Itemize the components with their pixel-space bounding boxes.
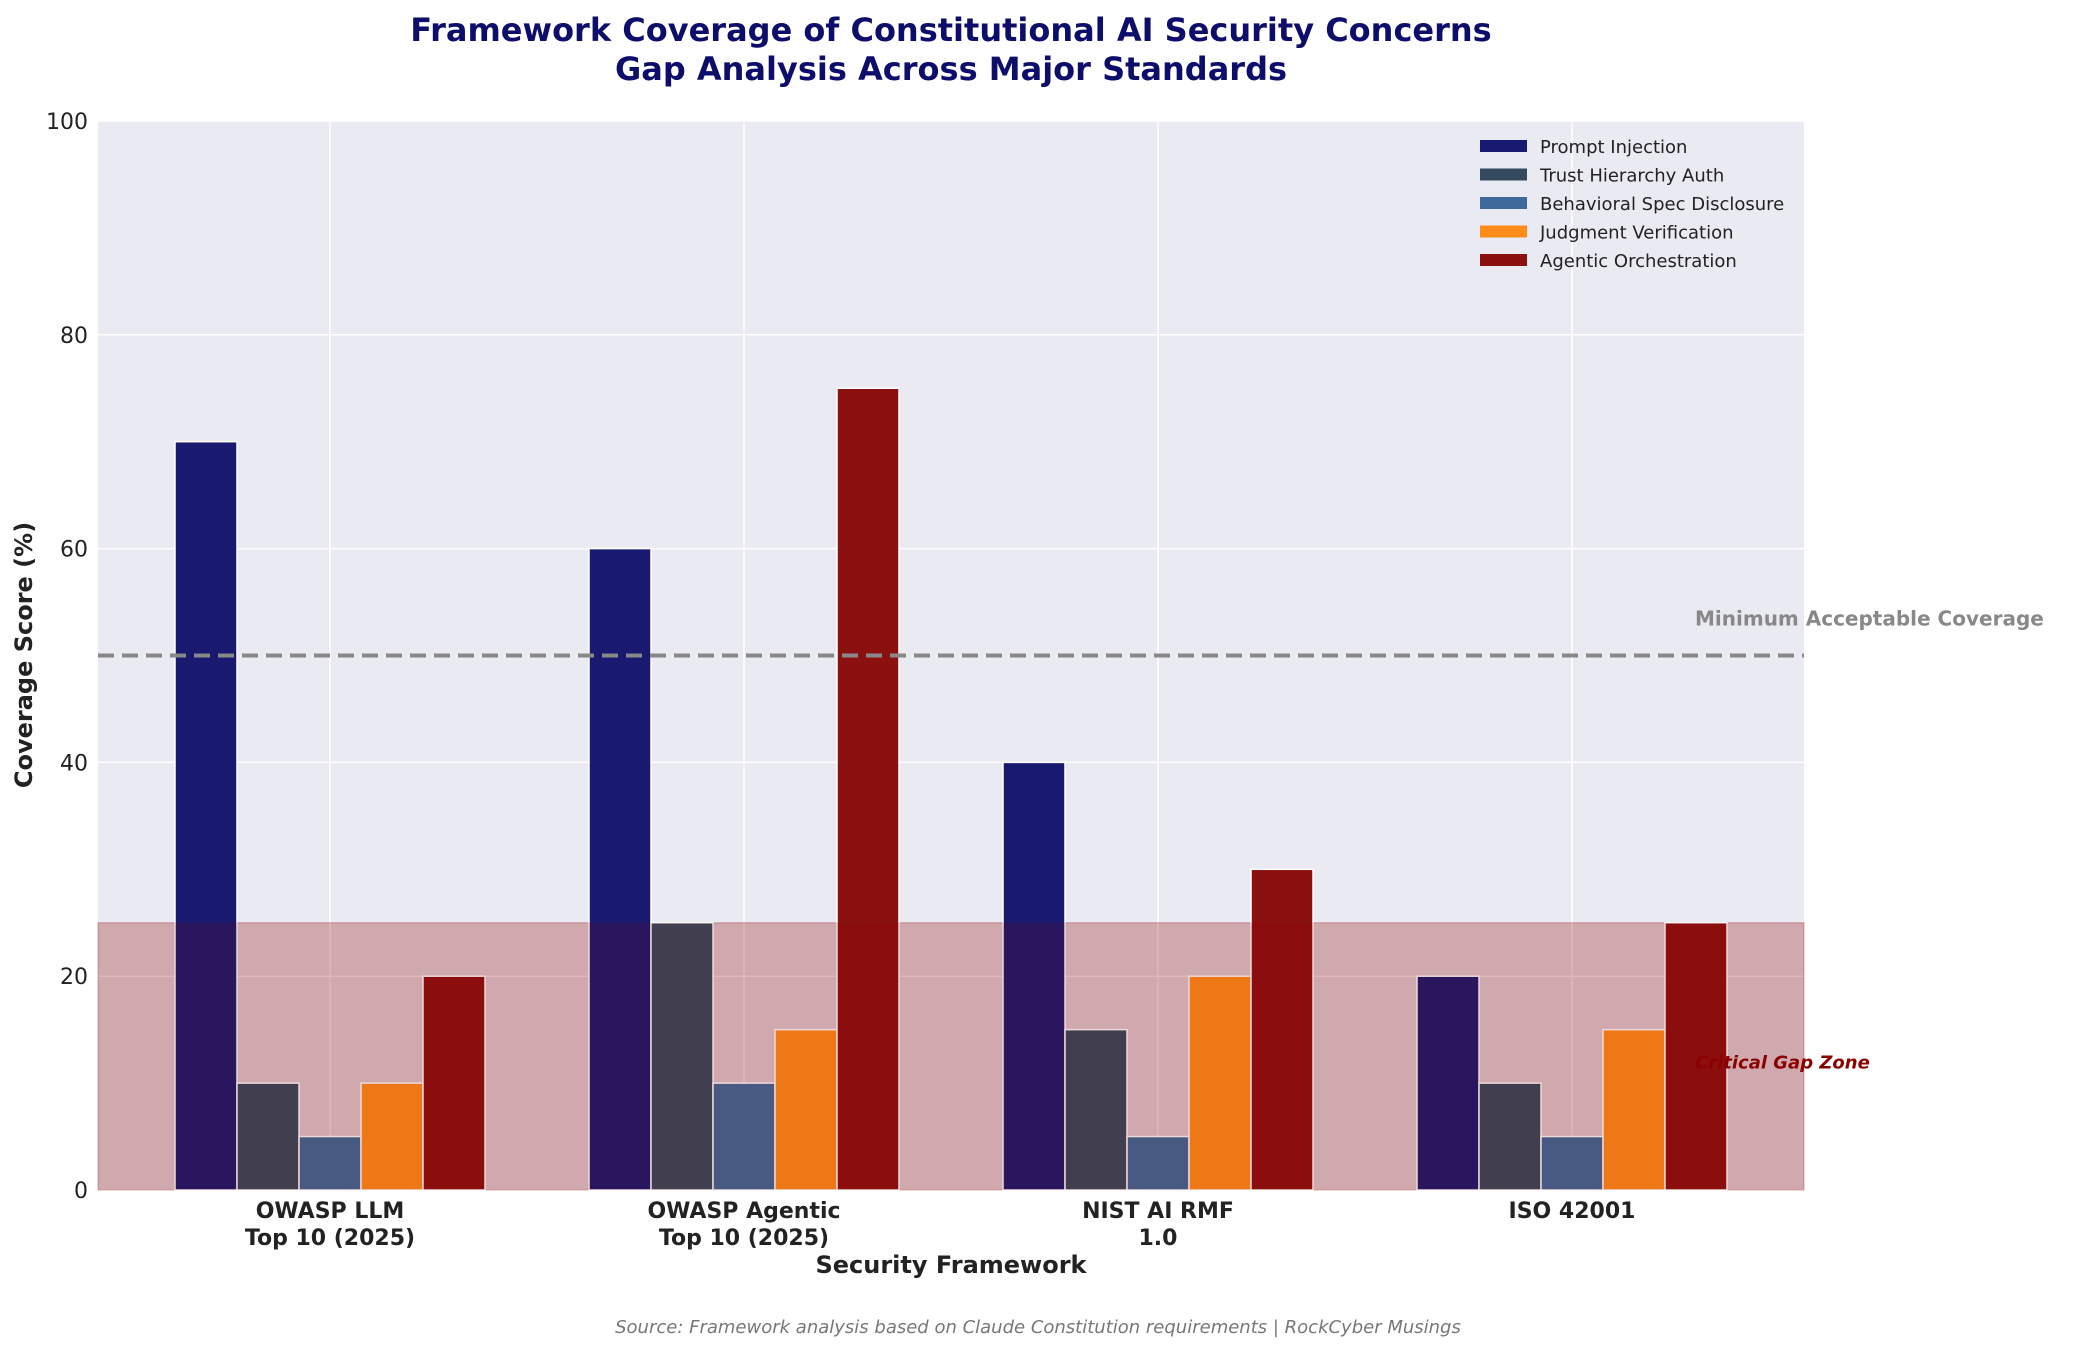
bar-2-2 bbox=[1126, 1135, 1190, 1191]
legend-entry-1: Trust Hierarchy Auth bbox=[1539, 166, 1724, 187]
legend-swatch-3 bbox=[1480, 225, 1527, 238]
legend-swatch-4 bbox=[1480, 254, 1527, 266]
bar-1-4 bbox=[836, 387, 900, 1191]
bar-1-3 bbox=[774, 1028, 838, 1191]
bar-3-0 bbox=[1416, 975, 1480, 1191]
y-tick-label-1: 20 bbox=[60, 965, 88, 990]
bar-2-3 bbox=[1188, 975, 1252, 1191]
category-label-1-1: Top 10 (2025) bbox=[659, 1226, 829, 1251]
reference-line: Critical Gap Zone Minimum Acceptable Cove… bbox=[98, 607, 2044, 1190]
y-tick-label-2: 40 bbox=[60, 751, 88, 776]
bar-3-4 bbox=[1664, 922, 1728, 1191]
y-tick-label-5: 100 bbox=[46, 110, 88, 135]
bar-3-1 bbox=[1478, 1082, 1542, 1191]
x-axis-label: Security Framework bbox=[815, 1251, 1087, 1279]
legend-entry-3: Judgment Verification bbox=[1539, 223, 1734, 244]
category-label-2-1: 1.0 bbox=[1139, 1226, 1178, 1251]
bar-1-1 bbox=[650, 922, 714, 1191]
y-tick-label-4: 80 bbox=[60, 324, 88, 349]
critical-gap-zone-overlay bbox=[98, 922, 1804, 1190]
bar-2-4 bbox=[1250, 868, 1314, 1191]
bar-0-4 bbox=[422, 975, 486, 1191]
legend-entry-2: Behavioral Spec Disclosure bbox=[1540, 194, 1784, 215]
bar-0-1 bbox=[236, 1082, 300, 1191]
category-label-0-1: Top 10 (2025) bbox=[245, 1226, 415, 1251]
bar-0-0 bbox=[174, 440, 238, 1191]
y-tick-label-3: 60 bbox=[60, 538, 88, 563]
bar-0-3 bbox=[360, 1082, 424, 1191]
bar-2-1 bbox=[1064, 1028, 1128, 1191]
legend-swatch-1 bbox=[1480, 168, 1527, 181]
legend-swatch-0 bbox=[1480, 140, 1527, 152]
legend: Prompt Injection Trust Hierarchy Auth Beha… bbox=[1480, 137, 1784, 272]
bar-3-3 bbox=[1602, 1028, 1666, 1191]
legend-swatch-2 bbox=[1480, 197, 1527, 209]
category-label-0-0: OWASP LLM bbox=[256, 1199, 405, 1224]
chart-title: Framework Coverage of Constitutional AI … bbox=[410, 11, 1491, 49]
critical-gap-zone-label: Critical Gap Zone bbox=[1695, 1053, 1870, 1074]
category-label-2-0: NIST AI RMF bbox=[1082, 1199, 1234, 1224]
source-note: Source: Framework analysis based on Clau… bbox=[615, 1317, 1461, 1338]
bar-1-2 bbox=[712, 1082, 776, 1191]
category-label-1-0: OWASP Agentic bbox=[647, 1199, 840, 1224]
minimum-coverage-label: Minimum Acceptable Coverage bbox=[1695, 607, 2044, 631]
bar-0-2 bbox=[298, 1135, 362, 1191]
chart-subtitle: Gap Analysis Across Major Standards bbox=[615, 50, 1287, 88]
bar-2-0 bbox=[1002, 761, 1066, 1191]
legend-entry-4: Agentic Orchestration bbox=[1540, 251, 1737, 272]
category-label-3-0: ISO 42001 bbox=[1509, 1199, 1636, 1224]
y-axis-label: Coverage Score (%) bbox=[10, 522, 38, 788]
y-tick-label-0: 0 bbox=[74, 1179, 88, 1204]
legend-entry-0: Prompt Injection bbox=[1540, 137, 1687, 158]
bars bbox=[174, 387, 1728, 1191]
bar-3-2 bbox=[1540, 1135, 1604, 1191]
y-axis-ticks: 0 20 40 60 80 100 bbox=[46, 110, 88, 1204]
